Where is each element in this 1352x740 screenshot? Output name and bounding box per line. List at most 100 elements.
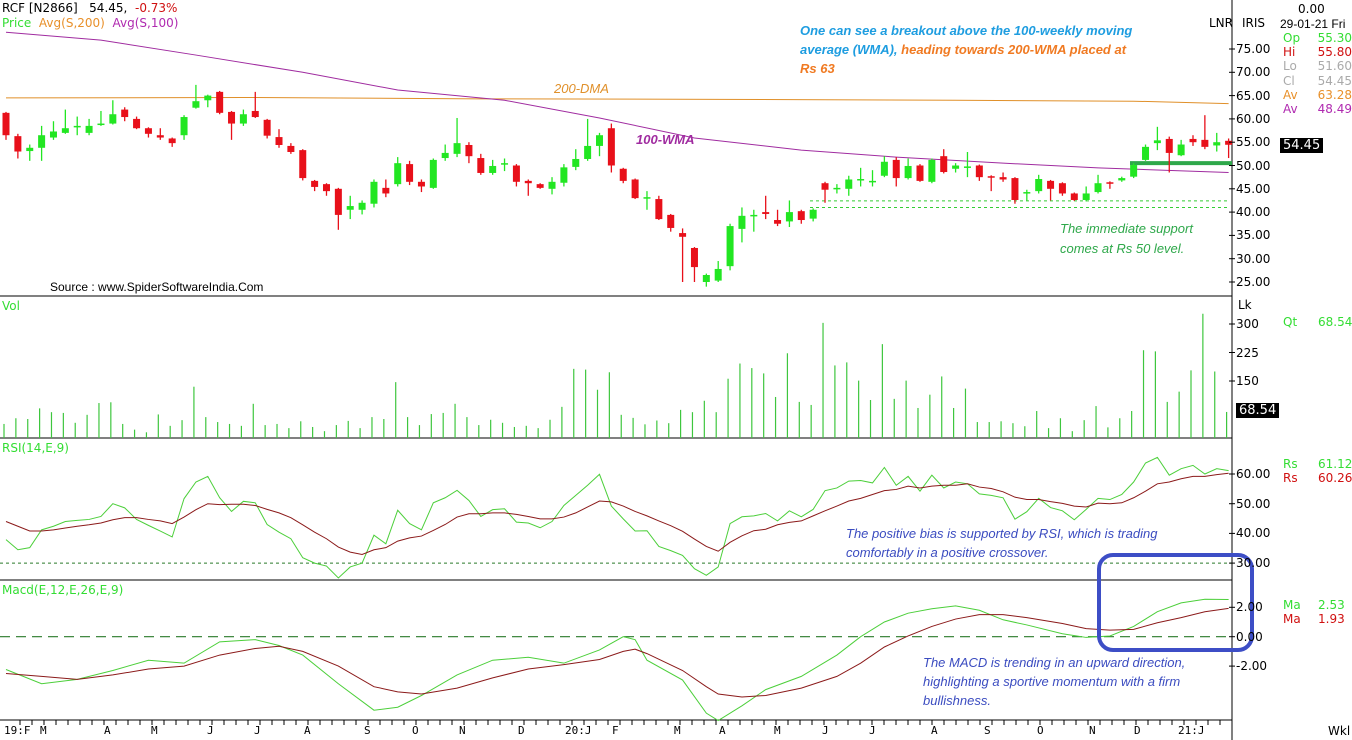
macd-signal-value: 1.93 <box>1318 612 1345 626</box>
candle <box>429 158 437 189</box>
macd-line <box>5 598 1229 722</box>
candle-body <box>524 180 532 184</box>
candle <box>785 200 793 228</box>
candle-body <box>643 197 651 199</box>
symbol-header: RCF [N2866] 54.45, -0.73% <box>2 1 177 15</box>
candle <box>928 158 936 184</box>
candle <box>1130 163 1138 179</box>
candle <box>679 228 687 282</box>
vol-panel-label: Vol <box>2 299 20 313</box>
candle-body <box>121 109 129 118</box>
candle-body <box>216 91 224 113</box>
candle <box>1035 174 1043 194</box>
last-price: 54.45, <box>89 1 128 15</box>
candle-body <box>785 212 793 222</box>
candle <box>584 118 592 161</box>
macd-tick-label: 2.00 <box>1236 600 1263 615</box>
candle <box>880 156 888 178</box>
price-tick-label: 35.00 <box>1236 228 1271 243</box>
x-axis-label: F <box>612 724 619 737</box>
x-axis-label: N <box>1089 724 1096 737</box>
candle <box>406 160 414 186</box>
candle <box>750 209 758 232</box>
candle <box>892 157 900 187</box>
candle <box>501 158 509 172</box>
candle-body <box>394 163 402 185</box>
candle-body <box>133 118 141 129</box>
candle <box>643 191 651 210</box>
candle-body <box>833 187 841 190</box>
candle <box>334 187 342 230</box>
legend-price[interactable]: Price <box>2 16 32 30</box>
x-axis-label: D <box>1134 724 1141 737</box>
x-axis-label: M <box>674 724 681 737</box>
rsi-panel-label: RSI(14,E,9) <box>2 441 69 455</box>
candle <box>596 132 603 157</box>
annotation-breakout-line2: average (WMA), <box>800 42 898 57</box>
candle-body <box>228 111 236 124</box>
info-value: 51.60 <box>1317 59 1352 74</box>
annotation-rsi-line1: The positive bias is supported by RSI, w… <box>846 526 1158 541</box>
candle-body <box>952 165 960 169</box>
candle <box>394 157 402 187</box>
candle <box>1023 189 1031 201</box>
macd-tick-label: 0.00 <box>1236 629 1263 644</box>
candle <box>1106 181 1114 189</box>
rsi-label: Rs <box>1283 457 1298 471</box>
annotation-support: The immediate support comes at Rs 50 lev… <box>1060 219 1193 259</box>
rsi-tick-label: 30.00 <box>1236 556 1271 571</box>
x-axis-label: N <box>459 724 466 737</box>
candle <box>1058 182 1066 196</box>
candle-body <box>239 114 247 124</box>
period-label[interactable]: Wkl <box>1328 724 1351 738</box>
rsi-tick-label: 60.00 <box>1236 467 1271 481</box>
info-value: 48.49 <box>1317 102 1352 116</box>
candle <box>97 110 105 126</box>
legend-avg100[interactable]: Avg(S,100) <box>112 16 179 30</box>
x-axis-label: D <box>518 724 525 737</box>
candle-body <box>750 214 758 217</box>
candles <box>2 84 1233 287</box>
candle-body <box>1047 180 1055 189</box>
candle <box>963 151 971 178</box>
candle <box>477 153 485 175</box>
candle-body <box>845 179 853 189</box>
lnr-label[interactable]: LNR <box>1209 16 1233 30</box>
x-axis-label: S <box>984 724 991 737</box>
candle <box>299 149 307 181</box>
candle <box>572 149 580 171</box>
candle <box>417 179 425 193</box>
annotation-macd-line2: highlighting a sportive momentum with a … <box>923 674 1181 689</box>
candle-body <box>85 125 93 133</box>
candle <box>1094 174 1102 194</box>
candle-body <box>655 199 663 220</box>
x-axis-label: J <box>869 724 876 737</box>
candle <box>109 100 117 125</box>
candle <box>560 164 568 187</box>
candle-body <box>975 165 983 178</box>
candle <box>1177 139 1185 157</box>
price-tick-label: 55.00 <box>1236 135 1271 150</box>
macd-value: 2.53 <box>1318 598 1345 612</box>
candle <box>833 184 841 194</box>
candle <box>453 117 461 158</box>
candle-body <box>370 181 378 204</box>
rsi-value: 61.12 <box>1318 457 1352 471</box>
candle <box>987 175 995 192</box>
candle <box>548 177 556 195</box>
candle <box>168 137 176 147</box>
candle <box>2 111 10 140</box>
price-tick-label: 25.00 <box>1236 275 1271 289</box>
candle-body <box>429 159 437 188</box>
candle-body <box>334 188 342 215</box>
legend-avg200[interactable]: Avg(S,200) <box>38 16 105 30</box>
candle-body <box>346 206 354 210</box>
candle-body <box>453 143 461 154</box>
candle-body <box>2 112 10 136</box>
candle <box>1011 177 1019 204</box>
iris-label[interactable]: IRIS <box>1242 16 1266 30</box>
candle <box>382 179 390 198</box>
candle <box>38 125 46 161</box>
macd-signal-label: Ma <box>1283 612 1301 626</box>
